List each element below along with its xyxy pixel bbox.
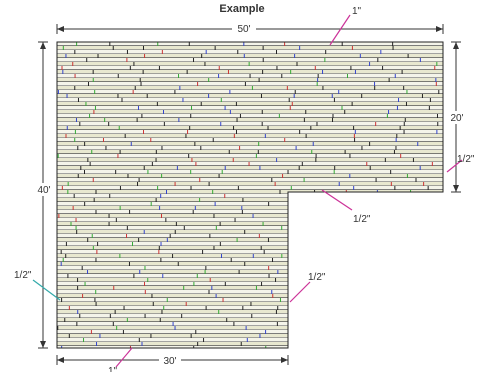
floor-outline (56, 41, 444, 349)
top-joint-leader (329, 14, 351, 46)
notch-joint-label: 1/2" (353, 214, 371, 225)
left-joint-label: 1/2" (14, 270, 32, 281)
right-height-label: 20' (450, 113, 463, 124)
diagram-title: Example (219, 3, 265, 15)
bottom-width-label: 30' (163, 356, 176, 367)
right-joint-leader (446, 159, 463, 173)
top-width-label: 50' (237, 24, 250, 35)
left-joint-leader (32, 279, 61, 301)
inner-right-joint-label: 1/2" (308, 272, 326, 283)
bottom-joint-leader (115, 347, 133, 368)
inner-right-joint-leader (289, 281, 311, 303)
notch-joint-leader (321, 189, 353, 211)
top-joint-label: 1" (352, 6, 362, 17)
plank-floor-area (57, 42, 443, 348)
right-joint-label: 1/2" (457, 154, 475, 165)
bottom-joint-label: 1" (108, 366, 118, 372)
left-height-label: 40' (37, 185, 50, 196)
